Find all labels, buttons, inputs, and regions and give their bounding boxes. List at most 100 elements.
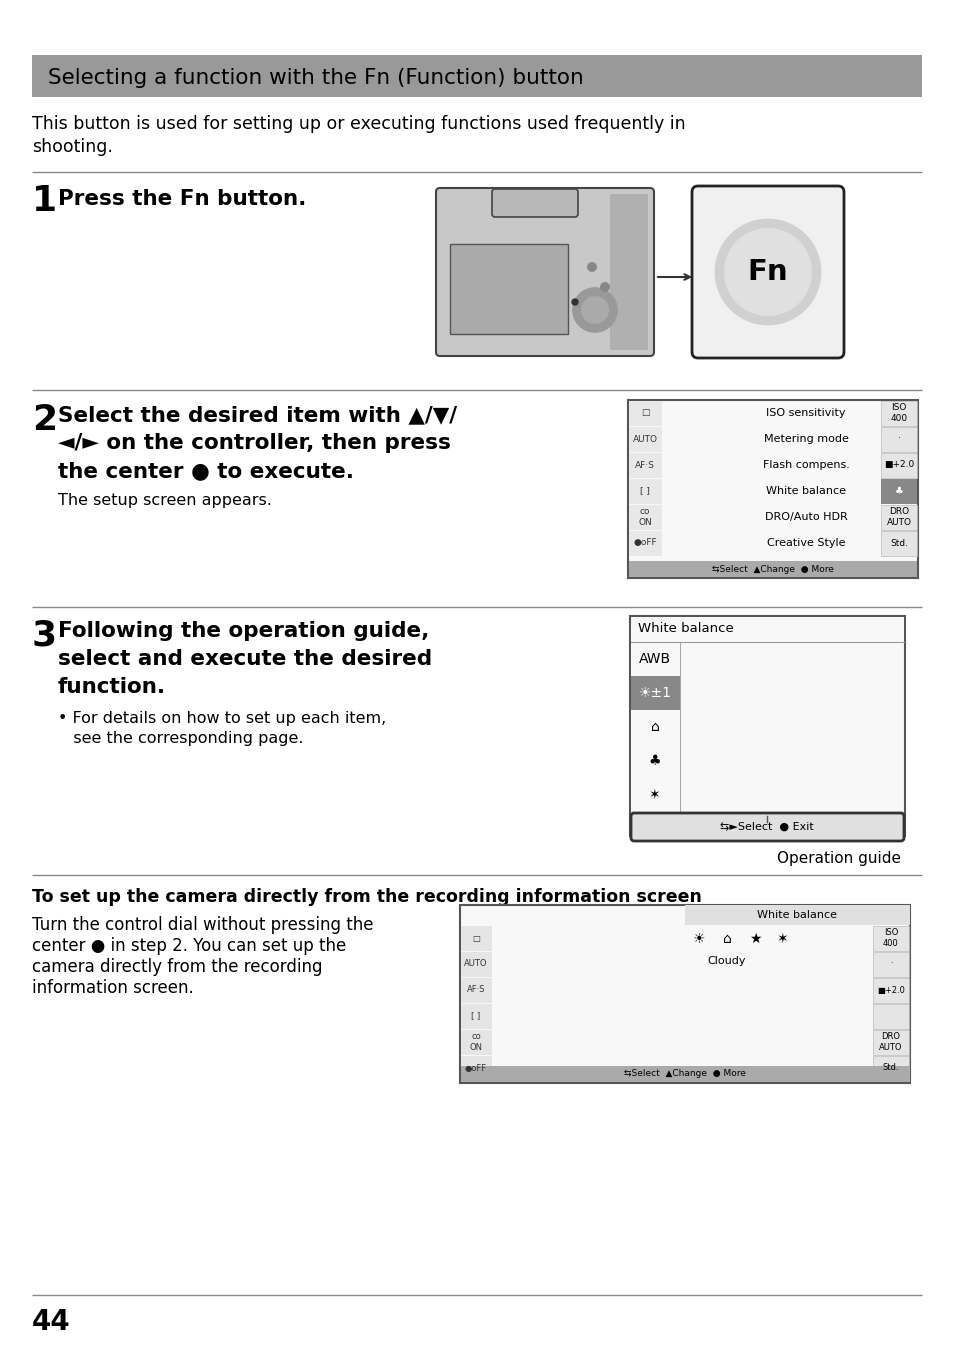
Text: shooting.: shooting. xyxy=(32,139,112,156)
Text: ⌂: ⌂ xyxy=(721,932,731,946)
Text: Flash compens.: Flash compens. xyxy=(761,460,848,469)
Text: The setup screen appears.: The setup screen appears. xyxy=(58,494,272,508)
Text: camera directly from the recording: camera directly from the recording xyxy=(32,958,322,976)
FancyBboxPatch shape xyxy=(436,188,654,356)
Text: White balance: White balance xyxy=(638,623,733,635)
Text: This button is used for setting up or executing functions used frequently in: This button is used for setting up or ex… xyxy=(32,116,685,133)
Text: □: □ xyxy=(472,933,479,943)
Text: the center ● to execute.: the center ● to execute. xyxy=(58,461,354,482)
Bar xyxy=(872,978,908,1003)
Bar xyxy=(880,479,916,504)
Bar xyxy=(872,925,908,951)
Text: ★: ★ xyxy=(748,932,760,946)
Text: center ● in step 2. You can set up the: center ● in step 2. You can set up the xyxy=(32,937,346,955)
Text: 2: 2 xyxy=(32,404,57,437)
Text: co
ON: co ON xyxy=(469,1033,482,1052)
FancyBboxPatch shape xyxy=(609,194,647,350)
FancyBboxPatch shape xyxy=(492,190,578,217)
Text: To set up the camera directly from the recording information screen: To set up the camera directly from the r… xyxy=(32,888,701,907)
Text: Select the desired item with ▲/▼/: Select the desired item with ▲/▼/ xyxy=(58,405,456,425)
Text: AWB: AWB xyxy=(639,652,670,666)
Bar xyxy=(460,1067,908,1081)
Bar xyxy=(628,479,661,504)
Text: ♣: ♣ xyxy=(894,486,902,496)
Text: Std.: Std. xyxy=(889,538,907,547)
Text: ☀: ☀ xyxy=(692,932,704,946)
Bar xyxy=(460,1003,492,1029)
Bar xyxy=(627,399,917,578)
Bar xyxy=(630,710,679,744)
Bar xyxy=(460,925,492,951)
Bar xyxy=(630,617,903,642)
Text: ■+2.0: ■+2.0 xyxy=(876,986,904,994)
Bar xyxy=(460,952,492,976)
Bar xyxy=(880,531,916,555)
Bar xyxy=(880,426,916,452)
Bar xyxy=(628,453,661,477)
Bar xyxy=(628,561,916,577)
Bar xyxy=(628,401,661,426)
Text: information screen.: information screen. xyxy=(32,979,193,997)
Bar xyxy=(880,401,916,426)
Bar xyxy=(684,905,909,925)
Text: co
ON: co ON xyxy=(638,507,651,527)
Circle shape xyxy=(599,282,609,292)
Bar xyxy=(460,1030,492,1054)
Text: Operation guide: Operation guide xyxy=(776,851,900,866)
Text: ♣: ♣ xyxy=(648,755,660,768)
Text: AF·S: AF·S xyxy=(466,986,485,994)
Bar xyxy=(630,677,679,710)
Bar xyxy=(630,744,679,777)
Text: White balance: White balance xyxy=(765,486,845,496)
Text: 1: 1 xyxy=(32,184,57,218)
Text: ISO
400: ISO 400 xyxy=(889,404,906,422)
Bar xyxy=(450,243,567,334)
Text: ·: · xyxy=(897,434,900,444)
Bar xyxy=(872,952,908,976)
Text: • For details on how to set up each item,: • For details on how to set up each item… xyxy=(58,712,386,726)
Text: see the corresponding page.: see the corresponding page. xyxy=(58,730,303,746)
Text: ✶: ✶ xyxy=(648,788,660,802)
Text: Turn the control dial without pressing the: Turn the control dial without pressing t… xyxy=(32,916,374,933)
Text: Std.: Std. xyxy=(882,1064,899,1072)
Text: DRO/Auto HDR: DRO/Auto HDR xyxy=(763,512,846,522)
Text: ⌂: ⌂ xyxy=(650,720,659,734)
Text: ✶: ✶ xyxy=(777,932,788,946)
Text: ◄/► on the controller, then press: ◄/► on the controller, then press xyxy=(58,433,451,453)
Circle shape xyxy=(580,296,608,324)
Circle shape xyxy=(586,262,597,272)
Circle shape xyxy=(572,299,578,305)
Text: ●oFF: ●oFF xyxy=(633,538,656,547)
Circle shape xyxy=(716,221,820,324)
Bar xyxy=(460,1056,492,1081)
Bar xyxy=(630,642,679,677)
Text: AUTO: AUTO xyxy=(464,959,487,968)
Text: ·: · xyxy=(889,959,891,968)
Text: ⇆►Select  ● Exit: ⇆►Select ● Exit xyxy=(720,822,813,833)
Text: ⇆Select  ▲Change  ● More: ⇆Select ▲Change ● More xyxy=(711,565,833,573)
Bar xyxy=(628,504,661,530)
Text: AUTO: AUTO xyxy=(632,434,657,444)
Bar xyxy=(872,1056,908,1081)
Text: 3: 3 xyxy=(32,619,57,654)
Circle shape xyxy=(573,288,617,332)
Text: Metering mode: Metering mode xyxy=(762,434,847,444)
Text: ISO
400: ISO 400 xyxy=(882,928,898,948)
Bar xyxy=(459,905,909,1083)
Text: [ ]: [ ] xyxy=(639,487,649,495)
Bar xyxy=(872,1003,908,1029)
Text: 44: 44 xyxy=(32,1307,71,1336)
Text: ⇆Select  ▲Change  ● More: ⇆Select ▲Change ● More xyxy=(623,1069,745,1079)
Circle shape xyxy=(724,229,810,315)
FancyBboxPatch shape xyxy=(691,186,843,358)
Text: [ ]: [ ] xyxy=(471,1011,480,1021)
Bar xyxy=(630,777,679,812)
Text: Selecting a function with the Fn (Function) button: Selecting a function with the Fn (Functi… xyxy=(48,69,583,87)
Text: ISO sensitivity: ISO sensitivity xyxy=(765,408,845,418)
Text: select and execute the desired: select and execute the desired xyxy=(58,650,432,668)
Text: AF·S: AF·S xyxy=(635,460,655,469)
Text: DRO
AUTO: DRO AUTO xyxy=(885,507,910,527)
Bar xyxy=(880,504,916,530)
Bar xyxy=(460,978,492,1003)
Text: Cloudy: Cloudy xyxy=(707,956,745,966)
